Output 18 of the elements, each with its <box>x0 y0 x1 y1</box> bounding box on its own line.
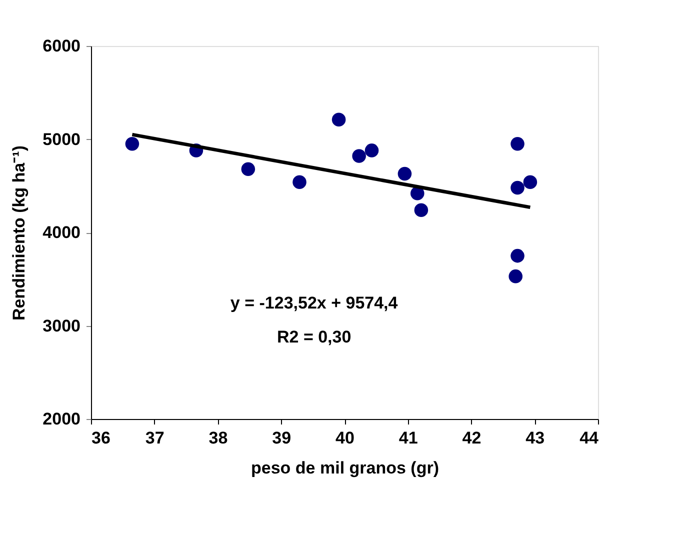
annotation: R2 = 0,30 <box>276 327 352 346</box>
annotation: y = -123,52x + 9574,4 <box>230 293 398 312</box>
x-axis-title: peso de mil granos (gr) <box>251 458 439 478</box>
y-tick-label: 2000 <box>42 410 80 428</box>
x-tick-label: 37 <box>145 428 164 448</box>
x-tick-label: 43 <box>526 428 545 448</box>
y-tick-label: 3000 <box>42 316 80 336</box>
y-tick-label: 5000 <box>42 130 80 149</box>
x-tick-label: 40 <box>336 428 354 448</box>
x-tick-label: 42 <box>462 428 482 448</box>
y-axis-title: Rendimiento (kg ha⁻¹) <box>10 145 29 321</box>
x-tick-label: 44 <box>580 428 600 448</box>
x-tick-label: 39 <box>272 428 292 448</box>
y-tick-label: 6000 <box>42 36 80 56</box>
x-tick-label: 41 <box>398 428 418 448</box>
y-tick-label: 4000 <box>42 223 80 242</box>
x-tick-label: 38 <box>208 428 228 448</box>
x-tick-label: 36 <box>92 428 110 448</box>
